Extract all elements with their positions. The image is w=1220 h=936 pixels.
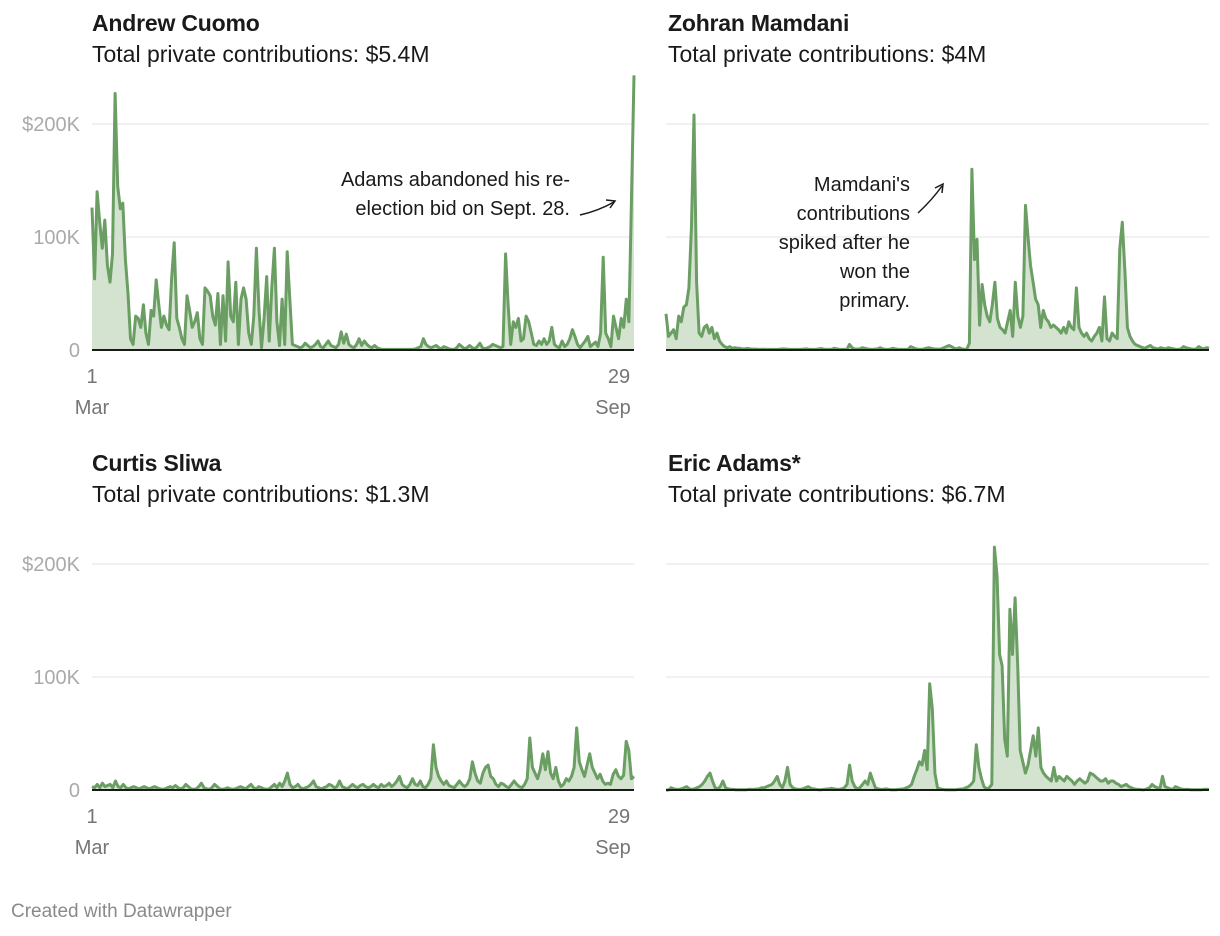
x-tick-start-day: 1 [86, 366, 97, 388]
series-line [666, 545, 1209, 792]
chart-panel-adams: Eric Adams* Total private contributions:… [576, 440, 1209, 860]
chart-svg: 0 100K $200K 1 Mar 29 Sep Adams abandone… [22, 75, 636, 419]
y-tick-0: 0 [69, 780, 80, 802]
x-tick-start-month: Mar [75, 837, 110, 859]
chart-svg [666, 545, 1209, 792]
chart-subtitle: Total private contributions: $4M [668, 41, 987, 67]
y-tick-100k: 100K [33, 227, 80, 249]
annotation-line-2: election bid on Sept. 28. [355, 198, 570, 220]
grid-lines [666, 563, 1209, 678]
chart-title: Curtis Sliwa [92, 450, 222, 476]
chart-title: Eric Adams* [668, 450, 801, 476]
chart-svg: Mamdani's contributions spiked after he … [664, 113, 1210, 351]
area-fill [666, 547, 1209, 790]
annotation-arrow [579, 201, 615, 216]
x-tick-start-month: Mar [75, 397, 110, 419]
chart-panel-sliwa: Curtis Sliwa Total private contributions… [0, 440, 635, 860]
area-fill [92, 727, 634, 790]
x-tick-end-day: 29 [608, 806, 630, 828]
x-tick-end-month: Sep [595, 397, 631, 419]
y-tick-0: 0 [69, 340, 80, 362]
annotation-arrowhead [934, 182, 944, 194]
annotation-line-5: primary. [839, 290, 910, 312]
annotation-line-2: contributions [797, 203, 910, 225]
chart-panel-cuomo: Andrew Cuomo Total private contributions… [0, 0, 636, 420]
chart-subtitle: Total private contributions: $6.7M [668, 481, 1006, 507]
series-line [90, 75, 636, 351]
grid-lines [666, 123, 1209, 238]
chart-subtitle: Total private contributions: $1.3M [92, 481, 430, 507]
x-tick-end-day: 29 [608, 366, 630, 388]
grid-lines [92, 563, 634, 678]
chart-subtitle: Total private contributions: $5.4M [92, 41, 430, 67]
y-tick-200k: $200K [22, 114, 80, 136]
chart-panel-mamdani: Zohran Mamdani Total private contributio… [576, 0, 1210, 420]
annotation-line-3: spiked after he [779, 232, 910, 254]
x-tick-end-month: Sep [595, 837, 631, 859]
annotation-line-1: Adams abandoned his re- [341, 169, 570, 191]
annotation-arrowhead [605, 199, 617, 209]
x-tick-start-day: 1 [86, 806, 97, 828]
annotation-line-1: Mamdani's [814, 174, 910, 196]
footer-credit: Created with Datawrapper [11, 901, 232, 922]
chart-svg: 0 100K $200K 1 Mar 29 Sep [22, 554, 635, 859]
y-tick-200k: $200K [22, 554, 80, 576]
y-tick-100k: 100K [33, 667, 80, 689]
chart-title: Andrew Cuomo [92, 10, 260, 36]
series-line [664, 113, 1210, 351]
annotation-line-4: won the [839, 261, 910, 283]
chart-title: Zohran Mamdani [668, 10, 850, 36]
annotation-arrow [917, 185, 943, 214]
series-line [91, 726, 635, 791]
